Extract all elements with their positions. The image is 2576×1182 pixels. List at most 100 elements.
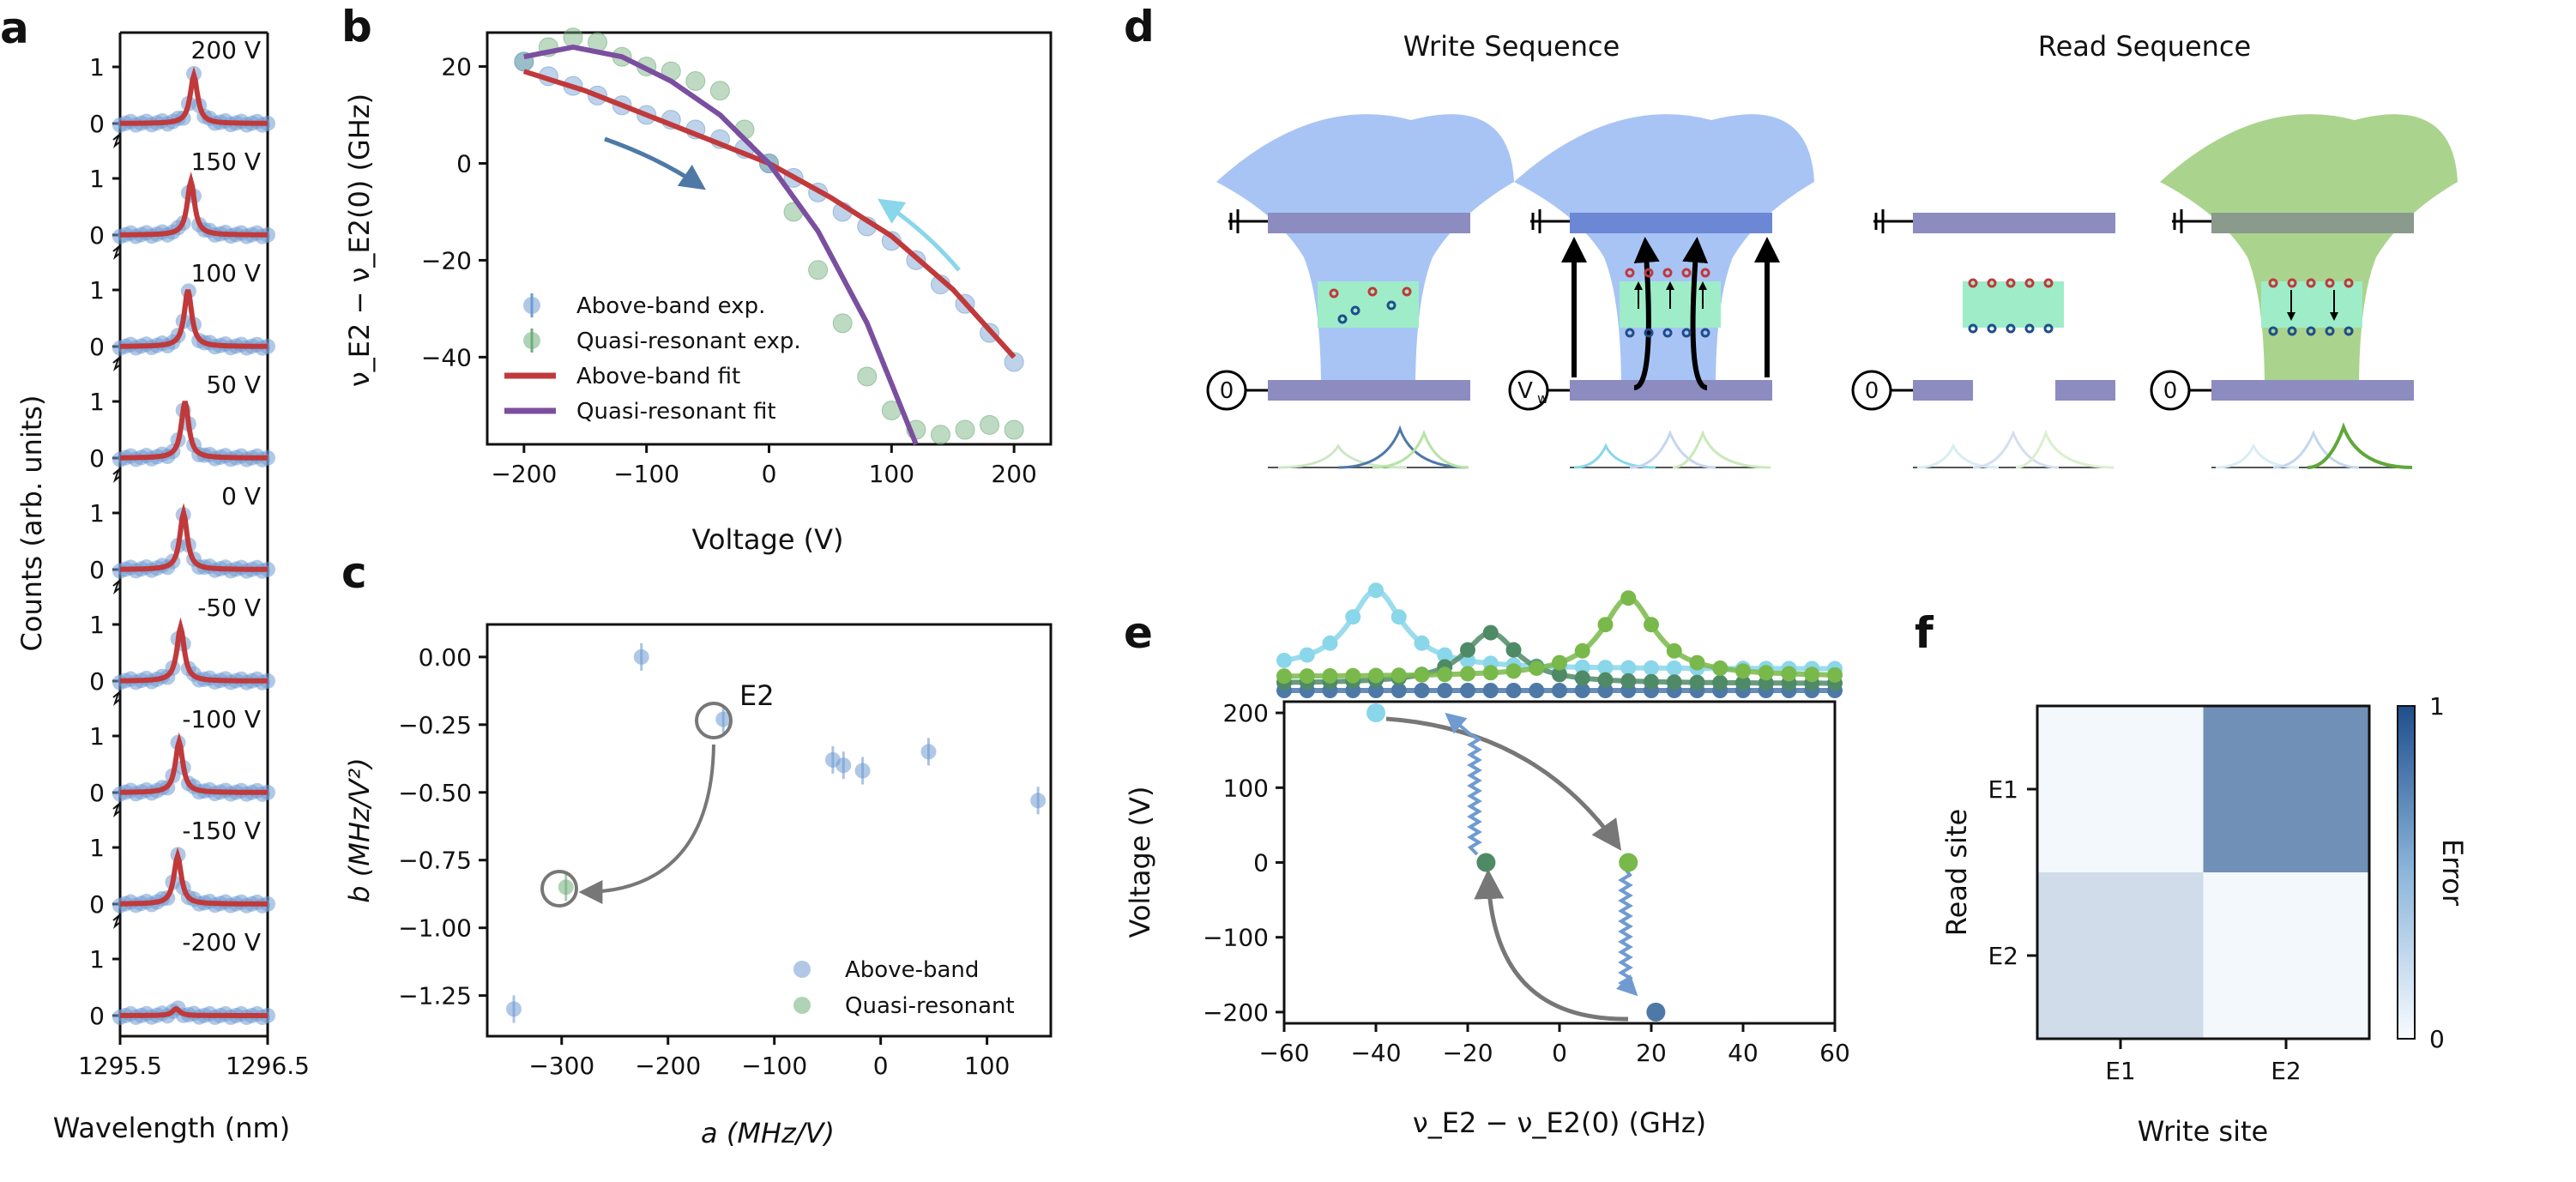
a-voltage-label: -150 V	[182, 817, 261, 845]
a-fit-line	[120, 401, 268, 461]
a-y-label: Counts (arb. units)	[15, 395, 48, 652]
e-xtick-label: 60	[1819, 1039, 1850, 1067]
d3-bottom-electrode-left	[1913, 380, 1973, 401]
e-spectrum-point	[1666, 642, 1682, 659]
a-fit-line	[120, 847, 268, 907]
a-ytick-1: 1	[89, 388, 105, 416]
b-legend: Above-band exp. Quasi-resonant exp. Abov…	[504, 293, 801, 425]
e-spectrum-point	[1574, 683, 1590, 698]
f-xtick-e2: E2	[2271, 1057, 2302, 1085]
f-y-label: Read site	[1940, 809, 1973, 936]
panel-label-c: c	[341, 548, 367, 598]
e-spectrum-point	[1482, 683, 1499, 698]
f-cell	[2037, 706, 2204, 872]
d-device-4: 0	[2150, 114, 2458, 469]
c-ytick-label: −1.00	[398, 914, 472, 943]
a-ytick-1: 1	[89, 165, 105, 193]
e-spectrum-point	[1689, 674, 1705, 691]
d1-charge	[1386, 300, 1397, 311]
e-y-label: Voltage (V)	[1124, 786, 1156, 938]
a-xtick-right: 1296.5	[226, 1052, 310, 1080]
d-device-1: 0	[1206, 114, 1514, 469]
b-blue-sweep-arrow	[604, 136, 706, 190]
a-voltage-label: 100 V	[191, 259, 262, 287]
a-ytick-0: 0	[89, 779, 105, 807]
e-spectrum-point	[1437, 647, 1453, 663]
b-legend-quasi-fit: Quasi-resonant fit	[576, 399, 776, 425]
a-axis-break-mark	[112, 244, 121, 261]
e-spectrum-point	[1368, 667, 1384, 684]
c-ytick-label: −1.25	[398, 982, 472, 1010]
d4-spectrum-faint-2	[2272, 430, 2360, 469]
d3-top-electrode	[1913, 213, 2115, 233]
c-above-point	[920, 744, 937, 760]
e-spectrum-point	[1597, 683, 1614, 698]
e-spectrum-point	[1437, 666, 1453, 683]
e-spectrum-point	[1368, 582, 1384, 599]
c-ticks: −300 −200 −100 0 100 0.00 −0.25 −0.50 −0.75 −1.00…	[398, 643, 1010, 1080]
e-xtick-label: 40	[1728, 1039, 1759, 1067]
e-spectrum-point	[1735, 675, 1751, 691]
e-top-spectra	[1276, 582, 1843, 698]
e-spectrum-point	[1391, 683, 1407, 698]
d-read-title: Read Sequence	[2038, 30, 2251, 63]
d1-spectrum-faint-2	[1372, 429, 1469, 469]
e-xtick-label: −60	[1258, 1039, 1309, 1067]
c-legend-marker-above	[793, 961, 811, 978]
e-spectrum-point	[1505, 683, 1522, 698]
e-write-arrow	[1385, 716, 1622, 851]
e-relax-squiggle-2	[1615, 866, 1638, 997]
c-above-point	[505, 1001, 522, 1017]
panel-label-d: d	[1124, 2, 1155, 51]
a-fit-line	[119, 617, 268, 684]
c-xtick-label: 100	[964, 1052, 1010, 1080]
d2-field-arrow	[1633, 237, 1660, 390]
e-spectrum-point	[1391, 609, 1407, 625]
e-spectrum-point	[1644, 660, 1659, 676]
panel-label-e: e	[1124, 608, 1153, 658]
e-spectrum-point	[1666, 674, 1682, 691]
e-spectrum-point	[1322, 635, 1338, 651]
e-spectrum-point	[1552, 666, 1567, 683]
d3-spectrum-faint-3	[2015, 429, 2114, 469]
a-ytick-0: 0	[89, 556, 105, 584]
a-ytick-0: 0	[89, 333, 105, 361]
b-quasi-point	[980, 414, 1000, 435]
a-voltage-label: 50 V	[206, 371, 261, 399]
e-ytick-label: 0	[1253, 849, 1269, 877]
e-spectrum-point	[1620, 672, 1637, 689]
d1-bottom-electrode	[1268, 380, 1470, 401]
e-spectrum-point	[1368, 683, 1384, 698]
d1-charge	[1402, 286, 1412, 297]
e-spectrum-point	[1276, 668, 1292, 684]
a-voltage-label: 200 V	[191, 36, 262, 64]
d2-charge-row-blue	[1625, 328, 1710, 338]
b-ytick-label: −40	[421, 343, 472, 371]
b-xtick-label: 100	[869, 460, 914, 488]
a-x-label: Wavelength (nm)	[53, 1112, 290, 1144]
e-spectrum-point	[1597, 617, 1614, 633]
e-xtick-label: 20	[1636, 1039, 1667, 1067]
a-voltage-label: -50 V	[197, 594, 261, 622]
b-quasi-point	[955, 419, 975, 440]
b-ytick-label: −20	[421, 246, 472, 274]
e-axes-frame	[1282, 700, 1837, 1025]
e-ytick-label: −100	[1203, 924, 1269, 952]
e-spectrum-point	[1574, 659, 1590, 675]
c-above-point	[854, 763, 871, 779]
e-spectrum-point	[1735, 663, 1751, 679]
e-xtick-label: −20	[1442, 1039, 1493, 1067]
f-ytick-e1: E1	[1988, 775, 2018, 804]
a-ytick-1: 1	[89, 834, 105, 862]
c-above-point	[1030, 793, 1047, 809]
panel-label-a: a	[0, 3, 29, 53]
d2-source-subscript: w	[1537, 390, 1548, 407]
d2-optical-mode	[1514, 114, 1814, 390]
f-colorbar-max: 1	[2429, 692, 2445, 721]
d2-spectrum-faint	[1629, 430, 1716, 469]
e-spectrum-point	[1644, 673, 1659, 690]
f-heatmap	[2037, 706, 2369, 1039]
c-legend-quasi: Quasi-resonant	[845, 993, 1015, 1019]
